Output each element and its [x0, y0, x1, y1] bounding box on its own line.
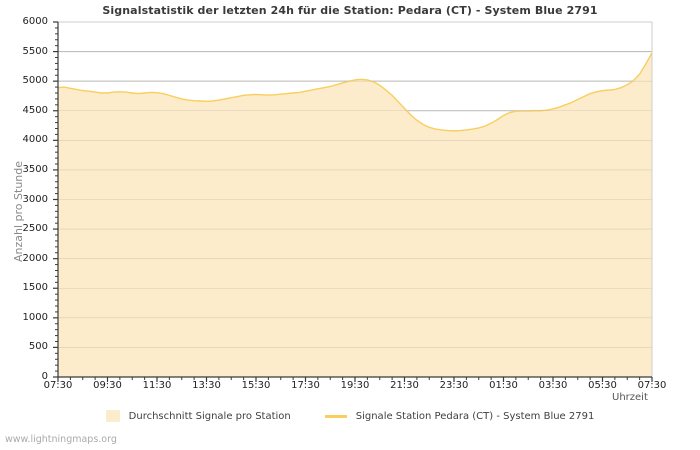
x-tick-label: 07:30 — [637, 380, 667, 391]
x-tick-label: 11:30 — [142, 380, 172, 391]
x-tick-label: 07:30 — [43, 380, 73, 391]
y-tick-label: 3500 — [22, 163, 48, 175]
y-tick-label: 4000 — [22, 134, 48, 146]
footer-credit: www.lightningmaps.org — [5, 434, 117, 445]
x-tick-label: 21:30 — [390, 380, 419, 391]
chart-legend: Durchschnitt Signale pro Station Signale… — [0, 410, 700, 422]
y-tick-label: 4500 — [22, 104, 48, 116]
y-tick-label: 2000 — [22, 252, 48, 264]
y-tick-label: 2500 — [22, 223, 48, 235]
y-tick-label: 1000 — [22, 311, 48, 323]
legend-label-station: Signale Station Pedara (CT) - System Blu… — [355, 410, 595, 422]
y-tick-label: 0 — [41, 371, 48, 382]
x-tick-label: 09:30 — [93, 380, 122, 391]
x-tick-label: 13:30 — [192, 380, 221, 391]
x-tick-label: 23:30 — [439, 380, 469, 391]
x-tick-label: 17:30 — [291, 380, 320, 391]
legend-item-station: Signale Station Pedara (CT) - System Blu… — [324, 410, 595, 422]
chart-title: Signalstatistik der letzten 24h für die … — [102, 4, 598, 17]
line-swatch-icon — [324, 414, 347, 418]
y-tick-label: 1500 — [22, 282, 48, 294]
x-tick-label: 15:30 — [241, 380, 271, 391]
y-tick-label: 500 — [28, 341, 48, 353]
y-tick-label: 3000 — [22, 193, 48, 205]
y-tick-label: 6000 — [22, 16, 48, 27]
x-tick-label: 01:30 — [489, 380, 518, 391]
x-tick-label: 19:30 — [340, 380, 370, 391]
x-tick-label: 05:30 — [588, 380, 617, 391]
y-axis-title: Anzahl pro Stunde — [12, 160, 25, 262]
legend-label-average: Durchschnitt Signale pro Station — [128, 410, 291, 422]
x-axis-title: Uhrzeit — [612, 392, 648, 403]
x-tick-label: 03:30 — [538, 380, 568, 391]
legend-item-average: Durchschnitt Signale pro Station — [105, 410, 291, 422]
area-swatch-icon — [105, 410, 120, 422]
y-tick-label: 5000 — [22, 75, 48, 87]
y-tick-label: 5500 — [22, 45, 48, 57]
